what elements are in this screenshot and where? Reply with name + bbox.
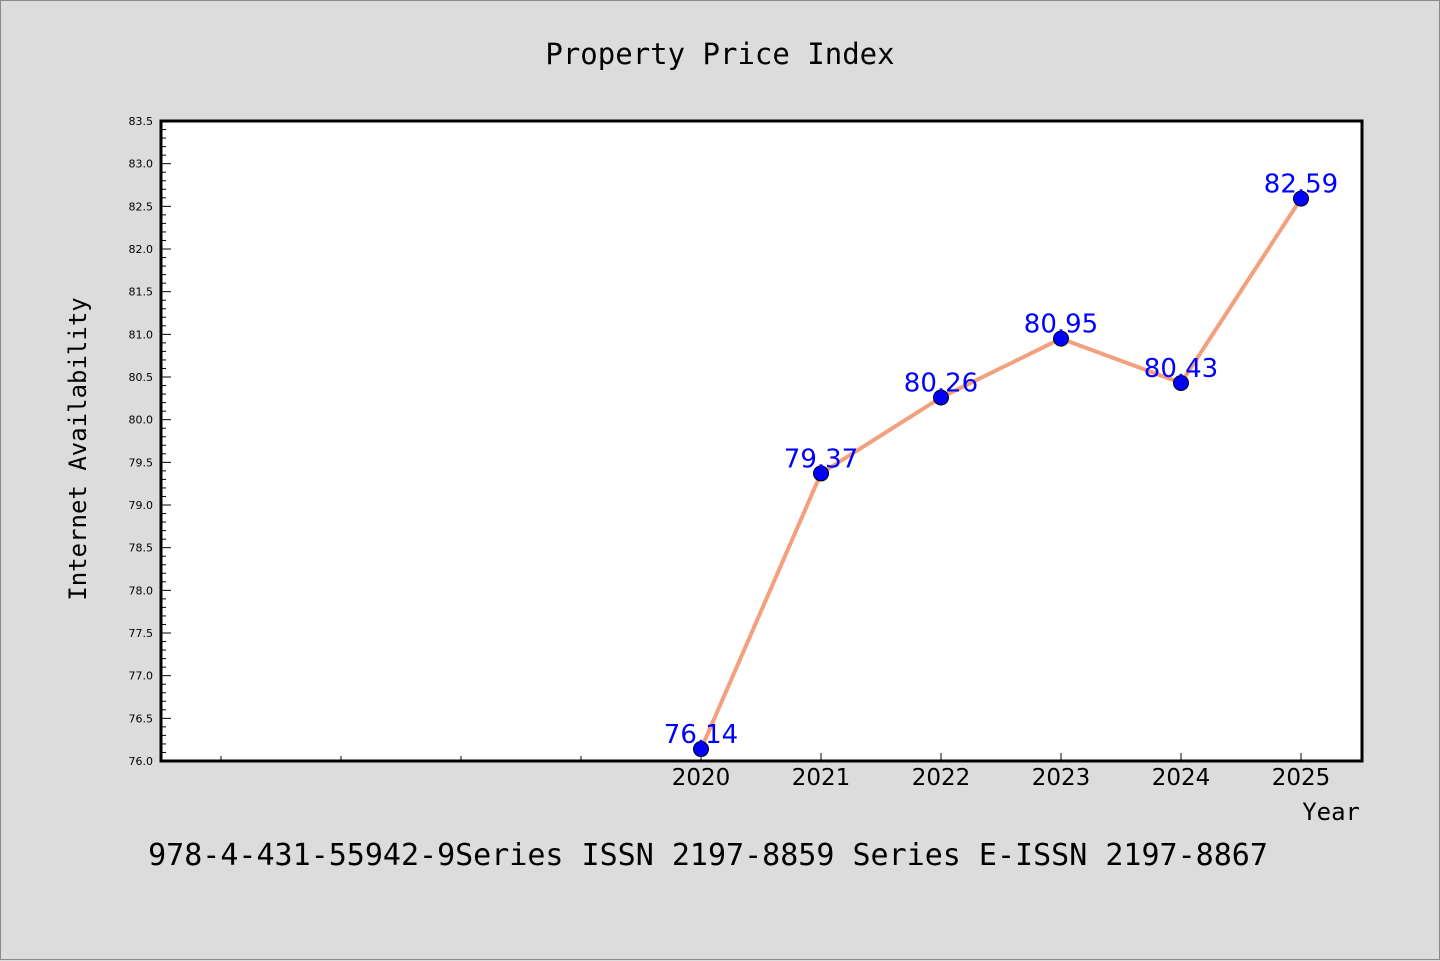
y-tick-label: 76.0 xyxy=(129,755,154,768)
data-label: 80.26 xyxy=(904,368,978,398)
data-point xyxy=(1293,190,1309,207)
data-label: 76.14 xyxy=(664,720,738,750)
y-tick-label: 76.5 xyxy=(129,712,154,725)
y-tick-label: 77.5 xyxy=(129,627,154,640)
y-tick-label: 78.5 xyxy=(129,542,154,555)
x-tick-label: 2020 xyxy=(672,765,731,791)
data-point xyxy=(813,465,829,482)
y-tick-label: 77.0 xyxy=(129,670,154,683)
x-axis-label: Year xyxy=(1302,798,1360,826)
x-tick-label: 2021 xyxy=(792,765,851,791)
x-axis: 2020 2021 2022 2023 2024 2025 xyxy=(220,753,1331,791)
y-tick-label: 83.5 xyxy=(129,115,154,128)
x-tick-label: 2023 xyxy=(1032,765,1091,791)
y-tick-label: 79.0 xyxy=(129,499,154,512)
y-tick-label: 81.5 xyxy=(129,286,154,299)
data-point xyxy=(1173,374,1189,391)
chart-title: Property Price Index xyxy=(545,37,894,71)
data-point xyxy=(693,741,709,758)
y-tick-label: 83.0 xyxy=(129,158,154,171)
footer-isbn-text: 978-4-431-55942-9Series ISSN 2197-8859 S… xyxy=(148,838,1268,873)
data-label: 80.95 xyxy=(1024,310,1098,340)
series-line xyxy=(699,197,1303,750)
data-label: 80.43 xyxy=(1144,354,1218,384)
y-tick-label: 79.5 xyxy=(129,456,154,469)
y-tick-label: 82.0 xyxy=(129,243,154,256)
y-tick-label: 80.0 xyxy=(129,414,154,427)
y-tick-label: 82.5 xyxy=(129,200,154,213)
y-axis-label: Internet Availability xyxy=(64,297,92,600)
y-axis: 76.0 76.5 77.0 77.5 78.0 78.5 79.0 79.5 80.0 80.5… xyxy=(129,115,171,768)
x-tick-label: 2022 xyxy=(912,765,971,791)
data-point xyxy=(1053,330,1069,347)
y-tick-label: 80.5 xyxy=(129,371,154,384)
series-layer xyxy=(693,190,1309,758)
y-tick-label: 78.0 xyxy=(129,584,154,597)
plot-area xyxy=(159,119,1364,763)
data-labels: 76.14 79.37 80.26 80.95 80.43 82.59 xyxy=(664,170,1338,750)
x-tick-label: 2025 xyxy=(1272,765,1331,791)
y-tick-label: 81.0 xyxy=(129,328,154,341)
data-label: 82.59 xyxy=(1264,170,1338,200)
data-label: 79.37 xyxy=(784,444,858,474)
data-point xyxy=(933,389,949,406)
x-tick-label: 2024 xyxy=(1152,765,1211,791)
